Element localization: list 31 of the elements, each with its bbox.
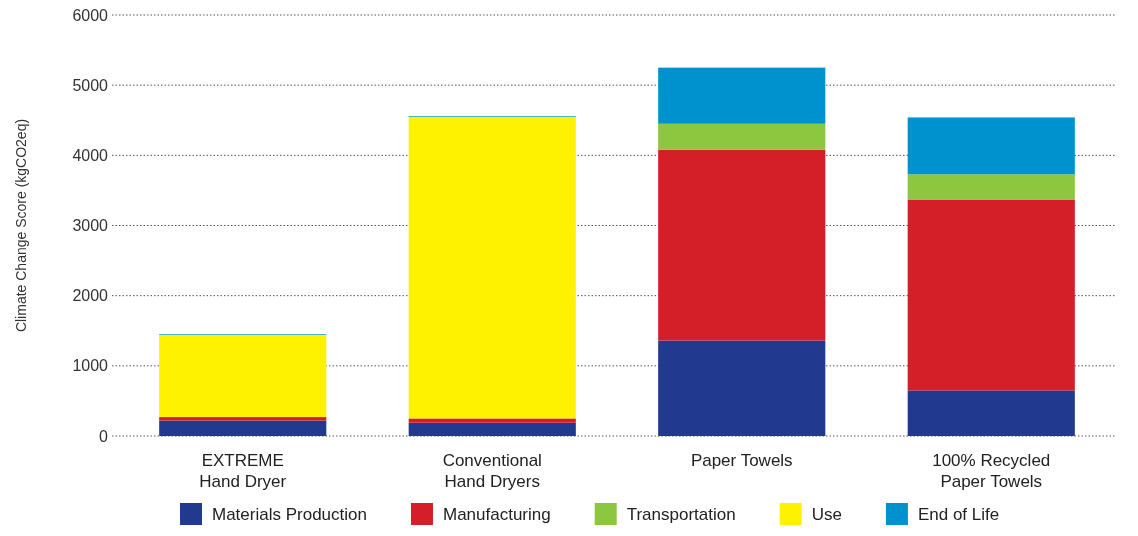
y-axis-title: Climate Change Score (kgCO2eq) [13,118,29,333]
x-tick-label: Paper Towels [690,451,793,470]
legend-label: Use [811,505,842,524]
y-tick-label: 4000 [72,146,109,164]
y-tick-label: 0 [99,427,109,445]
bar [907,174,1075,200]
bar [658,123,826,150]
bar [408,422,576,436]
y-tick-label: 6000 [72,6,109,24]
bar [658,67,826,124]
bar [907,199,1075,391]
x-tick-label: 100% Recycled Paper Towels [932,451,1051,491]
bar [159,420,327,436]
legend-label: Manufacturing [442,505,551,524]
y-tick-label: 5000 [72,76,109,94]
y-tick-label: 2000 [72,287,109,305]
bar [907,390,1075,436]
legend-label: Transportation [626,505,736,524]
legend-label: Materials Production [212,505,367,524]
y-tick-label: 3000 [72,217,109,235]
bar [159,334,327,418]
bar [907,117,1075,175]
bar [408,116,576,419]
y-tick-label: 1000 [72,357,109,375]
bar [408,418,576,423]
x-tick-label: Conventional Hand Dryers [442,451,542,491]
bar [658,149,826,341]
bar [159,417,327,421]
x-tick-label: EXTREME Hand Dryer [199,451,287,491]
bar [658,340,826,436]
legend-label: End of Life [917,505,1000,524]
